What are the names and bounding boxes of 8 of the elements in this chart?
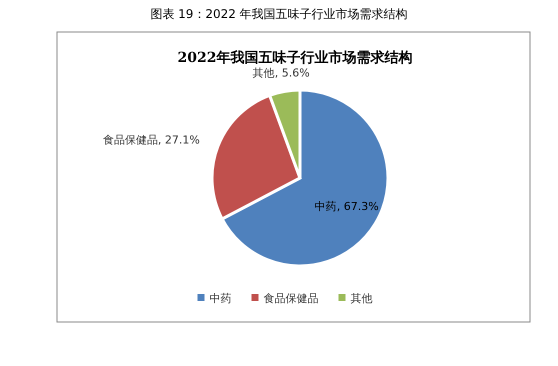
chart-title: 2022年我国五味子行业市场需求结构 [178, 49, 412, 66]
legend-label: 中药 [210, 292, 232, 305]
legend-label: 其他 [350, 292, 372, 305]
data-label: 其他, 5.6% [252, 66, 310, 80]
legend-label: 食品保健品 [264, 292, 318, 305]
data-label: 中药, 67.3% [314, 200, 379, 214]
data-label: 食品保健品, 27.1% [102, 133, 200, 146]
text: 图表 19：2022 年我国五味子行业市场需求结构 [150, 7, 408, 21]
